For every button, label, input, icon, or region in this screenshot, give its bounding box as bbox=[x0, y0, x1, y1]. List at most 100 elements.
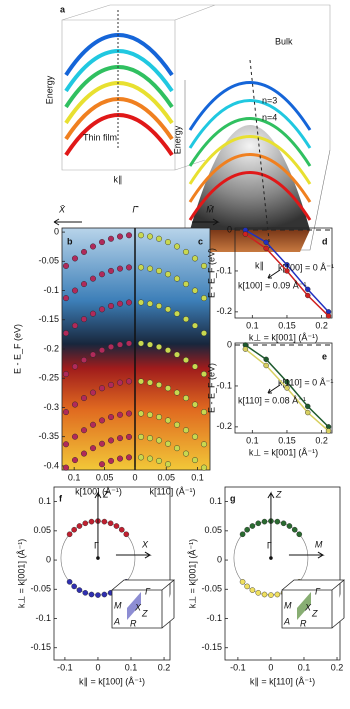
band-point bbox=[200, 262, 207, 269]
band-point bbox=[182, 450, 189, 457]
x-tick-label: 0.2 bbox=[331, 662, 344, 672]
y-tick-label: -0.1 bbox=[206, 613, 222, 623]
band-point bbox=[116, 265, 123, 272]
band-point bbox=[155, 267, 162, 274]
x-tick-label: 0.1 bbox=[125, 662, 138, 672]
band-point bbox=[137, 378, 144, 385]
y-tick-label: -0.1 bbox=[216, 265, 232, 275]
series-point bbox=[263, 245, 269, 252]
band-point bbox=[116, 455, 123, 462]
fermi-point bbox=[113, 523, 120, 529]
y-axis-label: k⊥ = k[001] (Å⁻¹) bbox=[16, 539, 26, 608]
band-point bbox=[80, 248, 87, 255]
band-point bbox=[125, 232, 132, 239]
band-point bbox=[107, 302, 114, 309]
band-point bbox=[182, 395, 189, 402]
y-axis-label: E - E_F (eV) bbox=[12, 324, 22, 374]
series-point bbox=[325, 313, 332, 319]
fermi-point bbox=[71, 526, 77, 533]
panel-label: f bbox=[59, 493, 63, 503]
band-point bbox=[182, 248, 189, 255]
band-point bbox=[200, 464, 207, 471]
band-point bbox=[125, 299, 132, 306]
band-point bbox=[164, 417, 171, 424]
band-point bbox=[173, 275, 180, 282]
band-point bbox=[107, 457, 114, 464]
thin-film-band bbox=[64, 65, 174, 109]
band-point bbox=[146, 341, 153, 348]
band-point bbox=[107, 437, 114, 444]
inset-label: R bbox=[300, 618, 307, 628]
fermi-point bbox=[286, 523, 293, 529]
axis-label: Energy bbox=[44, 75, 54, 104]
line-annotation: k[100] = 0 Å⁻¹ bbox=[278, 262, 334, 272]
band-point bbox=[155, 302, 162, 309]
band-arcs bbox=[64, 33, 312, 221]
fermi-point bbox=[101, 518, 108, 525]
series-point bbox=[284, 262, 290, 268]
y-tick-label: -0.35 bbox=[38, 431, 59, 441]
fermi-point bbox=[261, 591, 268, 598]
y-tick-label: 0 bbox=[227, 224, 232, 234]
y-tick-label: 0.1 bbox=[38, 496, 51, 506]
series-point bbox=[284, 268, 290, 274]
fermi-point bbox=[280, 520, 287, 527]
band-point bbox=[137, 232, 144, 239]
band-point bbox=[173, 421, 180, 428]
inset-label: X bbox=[304, 602, 312, 612]
inset-label: Z bbox=[311, 608, 318, 618]
panel-label: d bbox=[322, 236, 328, 246]
annotation-arrow bbox=[267, 269, 281, 279]
fermi-point bbox=[66, 579, 73, 585]
band-point bbox=[98, 306, 105, 313]
band-point bbox=[125, 264, 132, 271]
band-point bbox=[137, 454, 144, 461]
band-point bbox=[71, 433, 78, 440]
y-tick-label: -0.4 bbox=[43, 460, 59, 470]
y-tick-label: -0.05 bbox=[201, 584, 222, 594]
center-line bbox=[249, 59, 271, 251]
axis-symbol: Z bbox=[102, 489, 109, 499]
caption: Thin film bbox=[83, 132, 117, 142]
band-point bbox=[71, 457, 78, 464]
band-point bbox=[137, 340, 144, 347]
thin-film-band bbox=[64, 33, 174, 77]
fermi-point bbox=[239, 531, 246, 538]
y-tick-label: -0.15 bbox=[38, 314, 59, 324]
x-tick-label: 0 bbox=[268, 662, 273, 672]
y-tick-label: -0.3 bbox=[43, 402, 59, 412]
fermi-point bbox=[76, 587, 83, 593]
band-point bbox=[80, 395, 87, 402]
band-point bbox=[116, 379, 123, 386]
band-point bbox=[200, 371, 207, 378]
y-tick-label: 0 bbox=[217, 554, 222, 564]
series-point bbox=[242, 231, 249, 237]
caption: Bulk bbox=[275, 36, 293, 46]
band-point bbox=[155, 381, 162, 388]
panel-label: e bbox=[322, 351, 327, 361]
band-point bbox=[146, 233, 153, 240]
band-point bbox=[89, 445, 96, 452]
band-point bbox=[98, 271, 105, 278]
band-point bbox=[155, 343, 162, 350]
band-point bbox=[89, 421, 96, 428]
band-point bbox=[146, 300, 153, 307]
inset-label: Γ bbox=[315, 586, 321, 596]
frame bbox=[53, 486, 171, 661]
band-point bbox=[182, 427, 189, 434]
x-tick-label: 0 bbox=[132, 472, 137, 482]
band-point bbox=[164, 440, 171, 447]
series-point bbox=[325, 428, 332, 434]
band-point bbox=[191, 287, 198, 294]
fermi-point bbox=[118, 526, 125, 533]
band-point bbox=[89, 310, 96, 317]
x-tick-label: 0.05 bbox=[96, 472, 114, 482]
inset-label: Z bbox=[141, 608, 148, 618]
series-point bbox=[242, 346, 249, 352]
inset-label: A bbox=[283, 616, 290, 626]
panel-label: g bbox=[230, 493, 236, 503]
fermi-point bbox=[268, 592, 274, 598]
fermi-point bbox=[101, 591, 108, 598]
y-axis-label: k⊥ = k[001] (Å⁻¹) bbox=[187, 539, 197, 608]
band-point bbox=[63, 409, 70, 416]
